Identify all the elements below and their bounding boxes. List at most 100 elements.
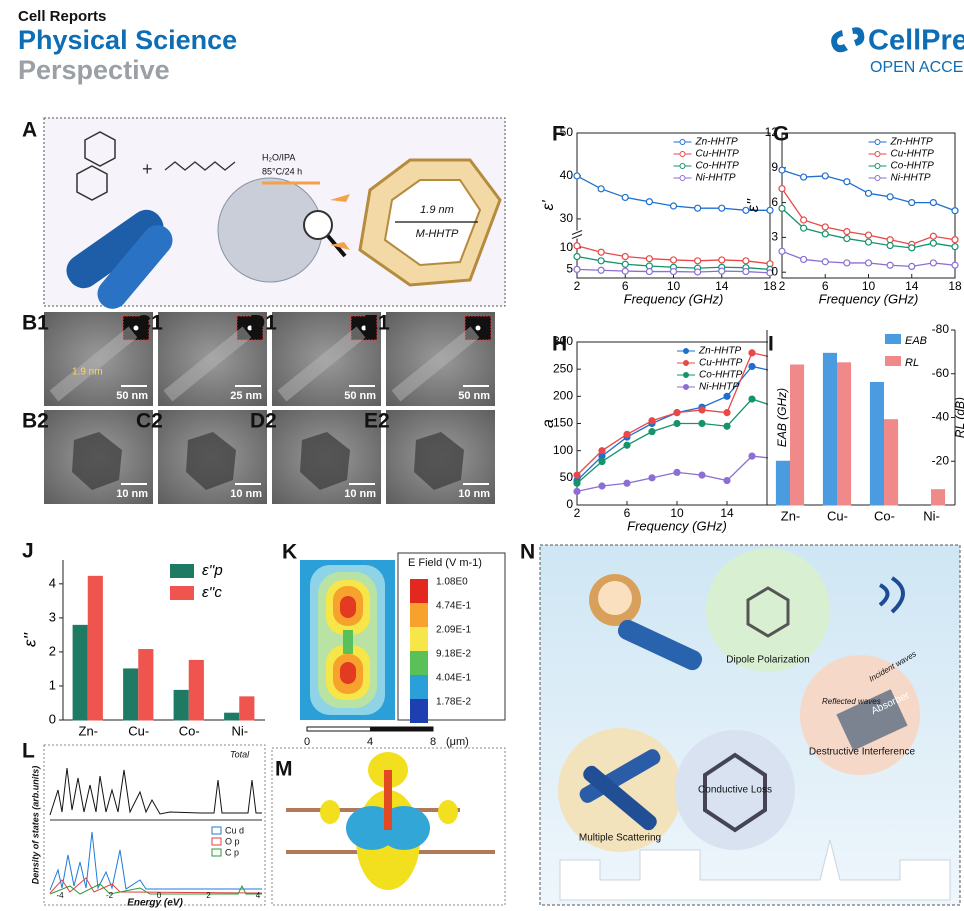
x-tick-label: 6 — [622, 279, 629, 293]
data-point — [742, 206, 750, 214]
data-point — [748, 452, 756, 460]
y-axis-label: Density of states (arb.units) — [30, 766, 40, 885]
data-point — [774, 369, 780, 375]
data-point — [623, 441, 631, 449]
journal-line-2: Physical Science — [18, 25, 237, 55]
reaction-solvent: H₂O/IPA — [262, 152, 295, 162]
scale-bar-label: 50 nm — [344, 390, 376, 402]
dos-total-curve — [49, 767, 262, 816]
legend-label: Ni-HHTP — [696, 173, 736, 184]
x-axis-label: Frequency (GHz) — [627, 518, 727, 533]
data-point — [573, 479, 581, 487]
y-tick-label: 100 — [553, 443, 573, 457]
access-label: OPEN ACCE — [870, 59, 963, 76]
data-point — [821, 230, 829, 238]
data-point — [598, 447, 606, 455]
data-point — [951, 243, 959, 251]
mechanism-label: Conductive Loss — [698, 785, 772, 796]
y-axis-label: a — [540, 419, 557, 428]
y-tick-label: 150 — [553, 416, 573, 430]
bar — [837, 362, 852, 506]
data-point — [886, 261, 894, 269]
panel-label: E2 — [364, 410, 390, 433]
colorbar-label: 1.08E0 — [436, 577, 468, 588]
axis-break — [573, 230, 581, 239]
x-tick-label: Ni- — [231, 723, 248, 738]
panel-label: A — [22, 119, 37, 142]
panel-l-frame — [43, 744, 266, 906]
legend-label: ε''p — [202, 562, 223, 579]
legend-label: EAB — [905, 335, 927, 347]
data-point — [645, 198, 653, 206]
data-point — [669, 202, 678, 210]
y-tick-label: 0 — [49, 711, 56, 726]
mechanism-label: Destructive Interference — [809, 747, 916, 758]
framework-name: M-HHTP — [416, 228, 459, 240]
crystal — [414, 432, 464, 490]
data-point — [598, 482, 606, 490]
bar — [138, 649, 154, 721]
legend-label: Ni-HHTP — [891, 173, 931, 184]
legend-label: Zn-HHTP — [698, 346, 742, 357]
x-tick-label: 14 — [720, 506, 734, 520]
fft-spot — [361, 325, 367, 331]
dos-cu-curve — [49, 831, 262, 891]
scale-bar-label: 50 nm — [116, 390, 148, 402]
data-point — [694, 204, 702, 212]
data-point — [597, 248, 605, 256]
dos-c-curve — [49, 883, 262, 895]
legend-marker — [683, 348, 689, 354]
panel-label: E1 — [364, 312, 390, 335]
field-axis-label: 8 — [430, 736, 436, 748]
x-axis-label: Frequency (GHz) — [624, 291, 724, 306]
legend-swatch — [170, 586, 194, 600]
y-axis-label: ε'' — [20, 632, 39, 647]
crystal — [72, 432, 122, 490]
data-point — [929, 259, 937, 267]
legend-marker — [679, 175, 686, 181]
panel-label: L — [22, 740, 35, 763]
data-point — [800, 255, 808, 264]
data-point — [673, 419, 681, 428]
data-point — [648, 417, 656, 425]
mechanism-art — [558, 548, 951, 901]
y-tick-label: 2 — [49, 643, 56, 658]
legend-marker — [874, 175, 881, 181]
panel-label: C1 — [136, 312, 163, 335]
data-point — [573, 242, 581, 250]
x-tick-label: 6 — [822, 279, 829, 293]
legend-label: C p — [225, 847, 239, 857]
data-point — [669, 267, 678, 276]
data-point — [778, 166, 786, 174]
x-tick-label: -2 — [106, 891, 114, 900]
legend-marker — [679, 163, 686, 169]
bar — [931, 489, 946, 506]
legend-marker — [874, 163, 881, 169]
data-point — [908, 199, 916, 207]
charge-density — [286, 752, 495, 890]
colorbar-swatch — [410, 627, 428, 651]
y2-tick-label: -20 — [932, 453, 950, 467]
data-point — [673, 409, 681, 417]
bar — [224, 712, 240, 721]
data-point — [742, 257, 750, 265]
data-point — [864, 231, 873, 239]
scale-bar-fill — [370, 727, 433, 731]
data-point — [951, 207, 959, 215]
x-tick-label: Co- — [179, 723, 200, 738]
data-point — [774, 355, 780, 361]
axis-break-mark — [571, 230, 583, 239]
legend-label: O p — [225, 836, 240, 846]
data-point — [748, 349, 756, 357]
journal-line-1: Cell Reports — [18, 8, 106, 25]
data-point — [718, 256, 726, 264]
bar — [87, 575, 103, 721]
section-label: Perspective — [18, 55, 170, 85]
y-tick-label: 12 — [765, 125, 779, 139]
panel-label: B1 — [22, 312, 49, 335]
data-point — [800, 216, 808, 224]
y2-tick-label: -80 — [932, 322, 950, 336]
bar — [72, 624, 88, 721]
scale-bar-label: 10 nm — [116, 488, 148, 500]
